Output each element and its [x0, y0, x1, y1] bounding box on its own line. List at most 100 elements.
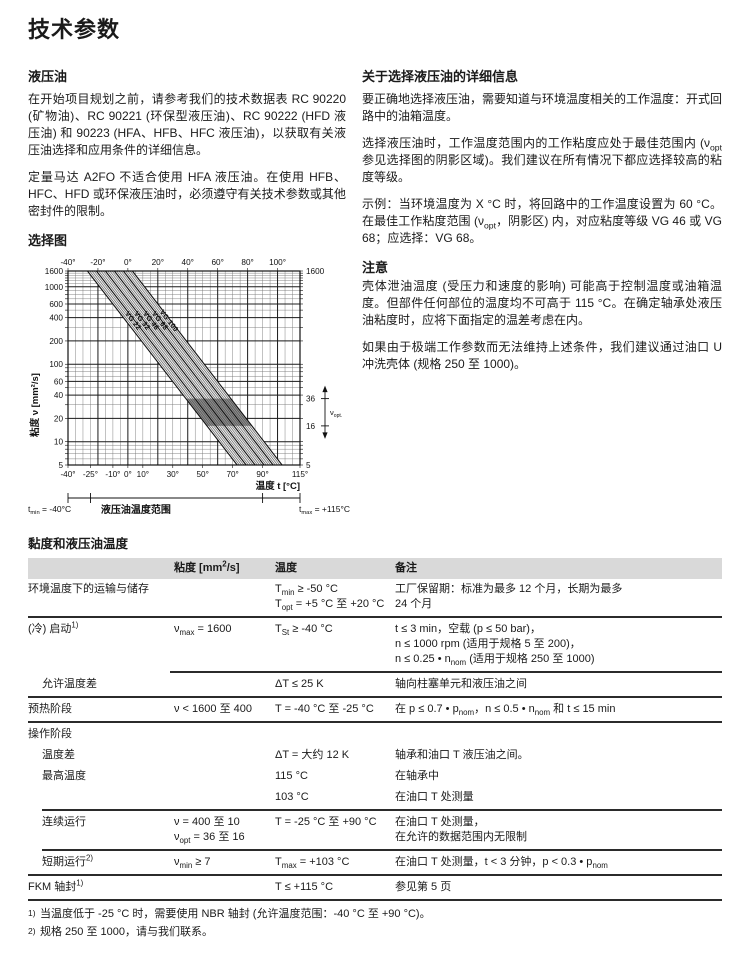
y-axis-title: 粘度 ν [mm²/s] [29, 373, 41, 438]
tmax-label: tmax = +115°C [299, 504, 350, 516]
top-axis-tick: -20° [90, 258, 105, 267]
footnote: 2) 规格 250 至 1000，请与我们联系。 [28, 924, 722, 940]
cell-remark: 轴向柱塞单元和液压油之间 [395, 678, 527, 690]
footnote-text: 规格 250 至 1000，请与我们联系。 [40, 926, 213, 938]
cell-visc: νmin ≥ 7 [174, 856, 211, 871]
table-rule [42, 809, 722, 811]
table-row: 操作阶段 [28, 724, 722, 745]
cell-label [28, 790, 170, 805]
right-axis-label: 5 [306, 461, 311, 470]
table-rule [28, 874, 722, 876]
two-column-layout: 液压油 在开始项目规划之前，请参考我们的技术数据表 RC 90220 (矿物油)… [28, 58, 722, 527]
cell-remark: 工厂保留期：标准为最多 12 个月，长期为最多 24 个月 [395, 583, 623, 610]
paragraph: 如果由于极端工作参数而无法维持上述条件，我们建议通过油口 U 冲洗壳体 (规格 … [362, 340, 722, 371]
cell-visc [174, 677, 271, 692]
cell-label: 操作阶段 [28, 728, 72, 740]
cell-visc [174, 727, 271, 742]
column-header: 备注 [395, 562, 417, 574]
cell-temp: Tmax = +103 °C [275, 856, 350, 871]
bottom-axis-tick: 115° [292, 470, 308, 479]
left-column: 液压油 在开始项目规划之前，请参考我们的技术数据表 RC 90220 (矿物油)… [28, 58, 350, 527]
cell-remark: 参见第 5 页 [395, 881, 452, 893]
y-axis-tick: 400 [49, 314, 63, 323]
section-heading-selection-chart: 选择图 [28, 233, 68, 248]
y-axis-tick: 40 [54, 391, 64, 400]
bottom-axis-tick: 10° [137, 470, 149, 479]
bottom-axis-tick: -40° [60, 470, 75, 479]
cell-label: (冷) 启动1) [28, 620, 79, 635]
table-rule [28, 721, 722, 723]
bottom-axis-tick: 70° [226, 470, 238, 479]
cell-remark: 在油口 T 处测量，t < 3 分钟，p < 0.3 • pnom [395, 856, 608, 871]
paragraph: 选择液压油时，工作温度范围内的工作粘度应处于最佳范围内 (νopt 参见选择图的… [362, 136, 722, 184]
cell-remark [395, 727, 722, 742]
cell-temp: T ≤ +115 °C [275, 881, 334, 893]
paragraph: 示例：当环境温度为 X °C 时，将回路中的工作温度设置为 60 °C。在最佳工… [362, 197, 722, 245]
table-row: 预热阶段 ν < 1600 至 400 T = -40 °C 至 -25 °C 在 p… [28, 699, 722, 720]
cell-temp: 115 °C [275, 770, 308, 782]
section-heading-notice: 注意 [362, 260, 389, 275]
table-heading: 黏度和液压油温度 [28, 537, 129, 551]
top-axis-tick: 60° [211, 258, 223, 267]
cell-temp [275, 727, 391, 742]
footnote: 1) 当温度低于 -25 °C 时，需要使用 NBR 轴封 (允许温度范围：-4… [28, 906, 722, 922]
y-axis-tick: 200 [49, 337, 63, 346]
cell-visc [174, 880, 271, 895]
table-row: 允许温度差 ΔT ≤ 25 K 轴向柱塞单元和液压油之间 [28, 674, 722, 695]
footnote-text: 当温度低于 -25 °C 时，需要使用 NBR 轴封 (允许温度范围：-40 °… [40, 908, 431, 920]
cell-remark: 在轴承中 [395, 770, 439, 782]
cell-label: 最高温度 [42, 770, 86, 782]
cell-label: 环境温度下的运输与储存 [28, 583, 149, 595]
cell-temp: ΔT = 大约 12 K [275, 749, 350, 761]
column-header: 温度 [275, 562, 297, 574]
table-rule [28, 696, 722, 698]
param-table: 粘度 [mm2/s] 温度 备注 环境温度下的运输与储存 Tmin ≥ -50 °C To… [28, 558, 722, 901]
cell-remark: 在油口 T 处测量， 在允许的数据范围内无限制 [395, 816, 527, 843]
vopt-bound-label: 16 [306, 422, 316, 431]
cell-visc [174, 790, 271, 805]
cell-label: 短期运行2) [42, 853, 94, 868]
cell-temp: TSt ≥ -40 °C [275, 623, 333, 638]
column-header [28, 561, 170, 576]
section-heading-hydraulic-fluid: 液压油 [28, 69, 68, 84]
table-row: 温度差 ΔT = 大约 12 K 轴承和油口 T 液压油之间。 [28, 745, 722, 766]
top-axis-tick: 100° [269, 258, 286, 267]
cell-temp: 103 °C [275, 791, 309, 803]
bottom-axis-tick: 90° [256, 470, 268, 479]
paragraph: 定量马达 A2FO 不适合使用 HFA 液压油。在使用 HFB、HFC、HFD … [28, 170, 346, 218]
y-axis-tick: 1000 [45, 283, 64, 292]
y-axis-tick: 1600 [45, 267, 64, 276]
cell-label: 连续运行 [42, 816, 86, 828]
y-axis-tick: 5 [58, 461, 63, 470]
cell-label: 预热阶段 [28, 703, 72, 715]
footnote-marker: 2) [28, 926, 36, 936]
paragraph: 壳体泄油温度 (受压力和速度的影响) 可能高于控制温度或油箱温度。但部件任何部位… [362, 279, 722, 327]
top-axis-tick: 80° [241, 258, 253, 267]
cell-visc: ν < 1600 至 400 [174, 703, 252, 715]
tmin-label: tmin = -40°C [28, 504, 71, 516]
table-rule [28, 616, 722, 618]
paragraph: 要正确地选择液压油，需要知道与环境温度相关的工作温度：开式回路中的油箱温度。 [362, 92, 723, 123]
cell-visc [174, 748, 271, 763]
temp-range-label: 液压油温度范围 [101, 503, 171, 516]
table-row: 连续运行 ν = 400 至 10 νopt = 36 至 16 T = -25 °C… [28, 812, 722, 848]
cell-visc: ν = 400 至 10 νopt = 36 至 16 [174, 816, 245, 846]
top-axis-tick: -40° [60, 258, 75, 267]
cell-temp: T = -40 °C 至 -25 °C [275, 703, 374, 715]
cell-label: 温度差 [42, 749, 75, 761]
table-row: 最高温度 115 °C 在轴承中 [28, 766, 722, 787]
table-row: 短期运行2) νmin ≥ 7 Tmax = +103 °C 在油口 T 处测量，t … [28, 852, 722, 873]
cell-label: FKM 轴封1) [28, 878, 84, 893]
cell-remark: 在 p ≤ 0.7 • pnom，n ≤ 0.5 • nnom 和 t ≤ 15… [395, 703, 616, 718]
y-axis-tick: 100 [49, 360, 63, 369]
right-axis-label: 1600 [306, 267, 325, 276]
viscosity-table-section: 黏度和液压油温度 粘度 [mm2/s] 温度 备注 环境温度下的运输与储存 Tmin ≥… [28, 533, 722, 940]
top-axis-tick: 20° [152, 258, 164, 267]
table-header-row: 粘度 [mm2/s] 温度 备注 [28, 558, 722, 579]
bottom-axis-tick: 50° [197, 470, 209, 479]
cell-remark: 在油口 T 处测量 [395, 791, 474, 803]
column-header: 粘度 [mm2/s] [174, 559, 240, 574]
footnotes: 1) 当温度低于 -25 °C 时，需要使用 NBR 轴封 (允许温度范围：-4… [28, 906, 722, 940]
cell-visc: νmax = 1600 [174, 623, 232, 638]
